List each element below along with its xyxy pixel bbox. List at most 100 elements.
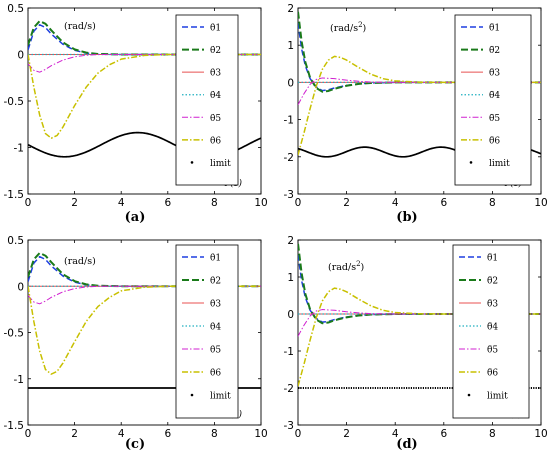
y-tick-label: 1	[287, 40, 294, 52]
legend-label: θ̇1	[210, 24, 221, 34]
y-tick-label: -1	[14, 143, 24, 155]
x-tick-label: 4	[118, 197, 125, 209]
y-tick-label: 0.5	[7, 235, 24, 247]
y-tick-label: -1.5	[4, 420, 25, 432]
x-tick-label: 2	[71, 197, 78, 209]
x-tick-label: 2	[343, 428, 350, 440]
unit-sup: 2	[358, 21, 362, 29]
legend-label: θ̇2	[210, 277, 221, 287]
unit-label: (rad/s)	[64, 256, 96, 267]
legend-marker-limit	[190, 393, 194, 397]
y-tick-label: -2	[284, 152, 294, 164]
unit-label: (rad/s2)	[330, 21, 366, 34]
x-tick-label: 6	[164, 197, 171, 209]
y-tick-label: 0	[17, 281, 24, 293]
legend-label: θ̇4	[210, 323, 221, 333]
x-tick-label: 2	[71, 428, 78, 440]
legend-label: θ̇2	[210, 46, 221, 56]
x-tick-label: 8	[489, 197, 496, 209]
x-tick-label: 6	[440, 428, 447, 440]
legend-label: θ̇3	[210, 69, 221, 79]
legend-label: θ̇6	[210, 136, 221, 146]
series-line-2	[298, 243, 541, 325]
x-tick-label: 0	[295, 428, 302, 440]
legend-box	[454, 14, 532, 186]
series-line-6	[298, 287, 541, 387]
panel-caption: (b)	[396, 210, 417, 225]
legend: θ̇1 θ̇2 θ̇3 θ̇4 θ̇5 θ̇6 limit	[175, 14, 239, 186]
unit-text: (rad/s	[328, 262, 356, 273]
legend-box	[175, 244, 239, 419]
y-tick-label: -0.5	[4, 328, 25, 340]
legend-label: θ̈3	[487, 300, 498, 310]
series-line-2	[298, 11, 541, 93]
panel-caption: (a)	[125, 210, 146, 225]
legend-label: limit	[210, 392, 231, 402]
unit-label: (rad/s)	[64, 21, 96, 32]
series-line-6	[28, 53, 261, 139]
series-line-5	[28, 285, 261, 305]
legend-box	[175, 14, 239, 186]
legend-label: θ̇3	[210, 300, 221, 310]
x-tick-label: 0	[25, 197, 32, 209]
x-tick-label: 8	[211, 197, 218, 209]
legend-label: θ̇5	[210, 346, 221, 356]
series-line-6	[28, 285, 261, 375]
legend-marker-limit	[190, 161, 194, 164]
unit-sup: 2	[356, 260, 360, 268]
x-tick-label: 4	[392, 197, 399, 209]
y-tick-label: 2	[287, 3, 294, 15]
legend-label: θ̈6	[487, 369, 498, 379]
legend-label: θ̇5	[210, 114, 221, 124]
y-tick-label: 1	[287, 272, 294, 284]
legend-label: θ̈6	[489, 136, 500, 146]
x-tick-label: 8	[211, 428, 218, 440]
y-tick-label: 0.5	[7, 3, 24, 15]
x-tick-label: 10	[534, 428, 547, 440]
unit-close: )	[363, 23, 367, 34]
y-tick-label: -1	[14, 374, 24, 386]
legend: θ̇1 θ̇2 θ̇3 θ̇4 θ̇5 θ̇6 limit	[175, 244, 239, 419]
y-tick-label: -3	[284, 189, 294, 201]
x-tick-label: 10	[254, 197, 267, 209]
x-tick-label: 6	[164, 428, 171, 440]
y-tick-label: -2	[284, 383, 294, 395]
x-tick-label: 8	[489, 428, 496, 440]
y-tick-label: -3	[284, 420, 294, 432]
legend: θ̈1 θ̈2 θ̈3 θ̈4 θ̈5 θ̈6 limit	[452, 244, 530, 419]
series-line-5	[298, 77, 541, 105]
legend-label: θ̈2	[489, 46, 500, 56]
x-tick-label: 4	[392, 428, 399, 440]
y-tick-label: 2	[287, 235, 294, 247]
y-tick-label: -0.5	[4, 96, 25, 108]
legend-marker-limit	[467, 393, 471, 397]
legend-label: θ̇4	[210, 91, 221, 101]
legend-label: θ̈3	[489, 69, 500, 79]
unit-text: (rad/s)	[64, 256, 96, 267]
y-tick-label: -1	[284, 115, 294, 127]
legend-label: θ̇6	[210, 369, 221, 379]
legend-box	[452, 244, 530, 419]
legend-label: θ̈5	[487, 346, 498, 356]
plot-area	[28, 20, 261, 158]
y-tick-label: 0	[17, 50, 24, 62]
legend-label: θ̈1	[489, 24, 500, 34]
x-tick-label: 2	[343, 197, 350, 209]
series-line-6	[298, 55, 541, 156]
legend-label: limit	[210, 159, 231, 169]
series-line-5	[298, 309, 541, 337]
legend-marker-limit	[469, 161, 473, 164]
panel-caption: (c)	[125, 437, 145, 452]
x-tick-label: 0	[25, 428, 32, 440]
x-tick-label: 10	[254, 428, 267, 440]
legend-label: θ̈2	[487, 277, 498, 287]
legend-label: θ̈4	[489, 91, 500, 101]
unit-text: (rad/s	[330, 23, 358, 34]
y-tick-label: -1	[284, 346, 294, 358]
legend-label: θ̇1	[210, 254, 221, 264]
